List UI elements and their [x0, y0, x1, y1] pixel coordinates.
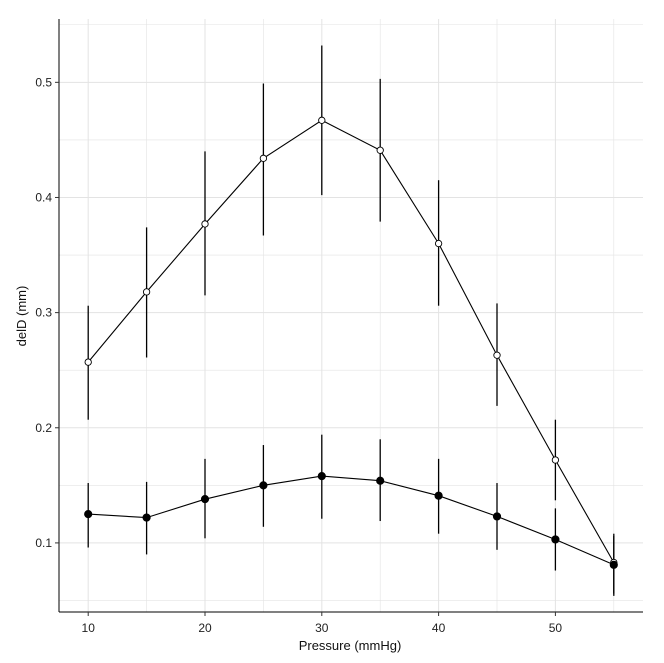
y-tick-label: 0.5 — [35, 75, 52, 89]
data-point — [376, 476, 385, 485]
data-point — [317, 472, 326, 481]
data-point — [551, 535, 560, 544]
x-tick-label: 20 — [198, 621, 212, 635]
data-point — [84, 510, 93, 519]
data-point — [259, 481, 268, 490]
series-line — [88, 475, 615, 566]
series-line — [87, 119, 615, 563]
data-points — [84, 116, 618, 569]
data-point — [376, 146, 384, 154]
data-point — [434, 491, 443, 500]
x-tick-label: 10 — [82, 621, 96, 635]
data-point — [200, 495, 210, 504]
data-point — [609, 560, 618, 569]
x-axis-title: Pressure (mmHg) — [299, 638, 402, 653]
tick-labels: 10 20 30 40 50 0.1 0.2 0.3 0.4 0.5 — [35, 75, 562, 635]
y-tick-label: 0.2 — [35, 421, 52, 435]
axes — [55, 19, 643, 616]
data-point — [84, 358, 92, 366]
data-point — [142, 288, 151, 296]
y-axis-title: delD (mm) — [14, 286, 29, 347]
error-bars — [87, 45, 615, 596]
x-tick-label: 50 — [549, 621, 563, 635]
y-tick-label: 0.4 — [35, 190, 52, 204]
y-tick-label: 0.3 — [35, 306, 52, 320]
data-point — [259, 154, 268, 162]
data-point — [492, 512, 502, 521]
x-tick-label: 40 — [432, 621, 446, 635]
data-point — [318, 116, 326, 124]
y-tick-label: 0.1 — [35, 536, 52, 550]
series-lines — [87, 119, 615, 566]
data-point — [493, 351, 501, 359]
data-point — [142, 513, 151, 522]
data-point — [434, 239, 443, 248]
x-tick-label: 30 — [315, 621, 329, 635]
data-point — [201, 220, 209, 228]
data-point — [551, 456, 560, 464]
